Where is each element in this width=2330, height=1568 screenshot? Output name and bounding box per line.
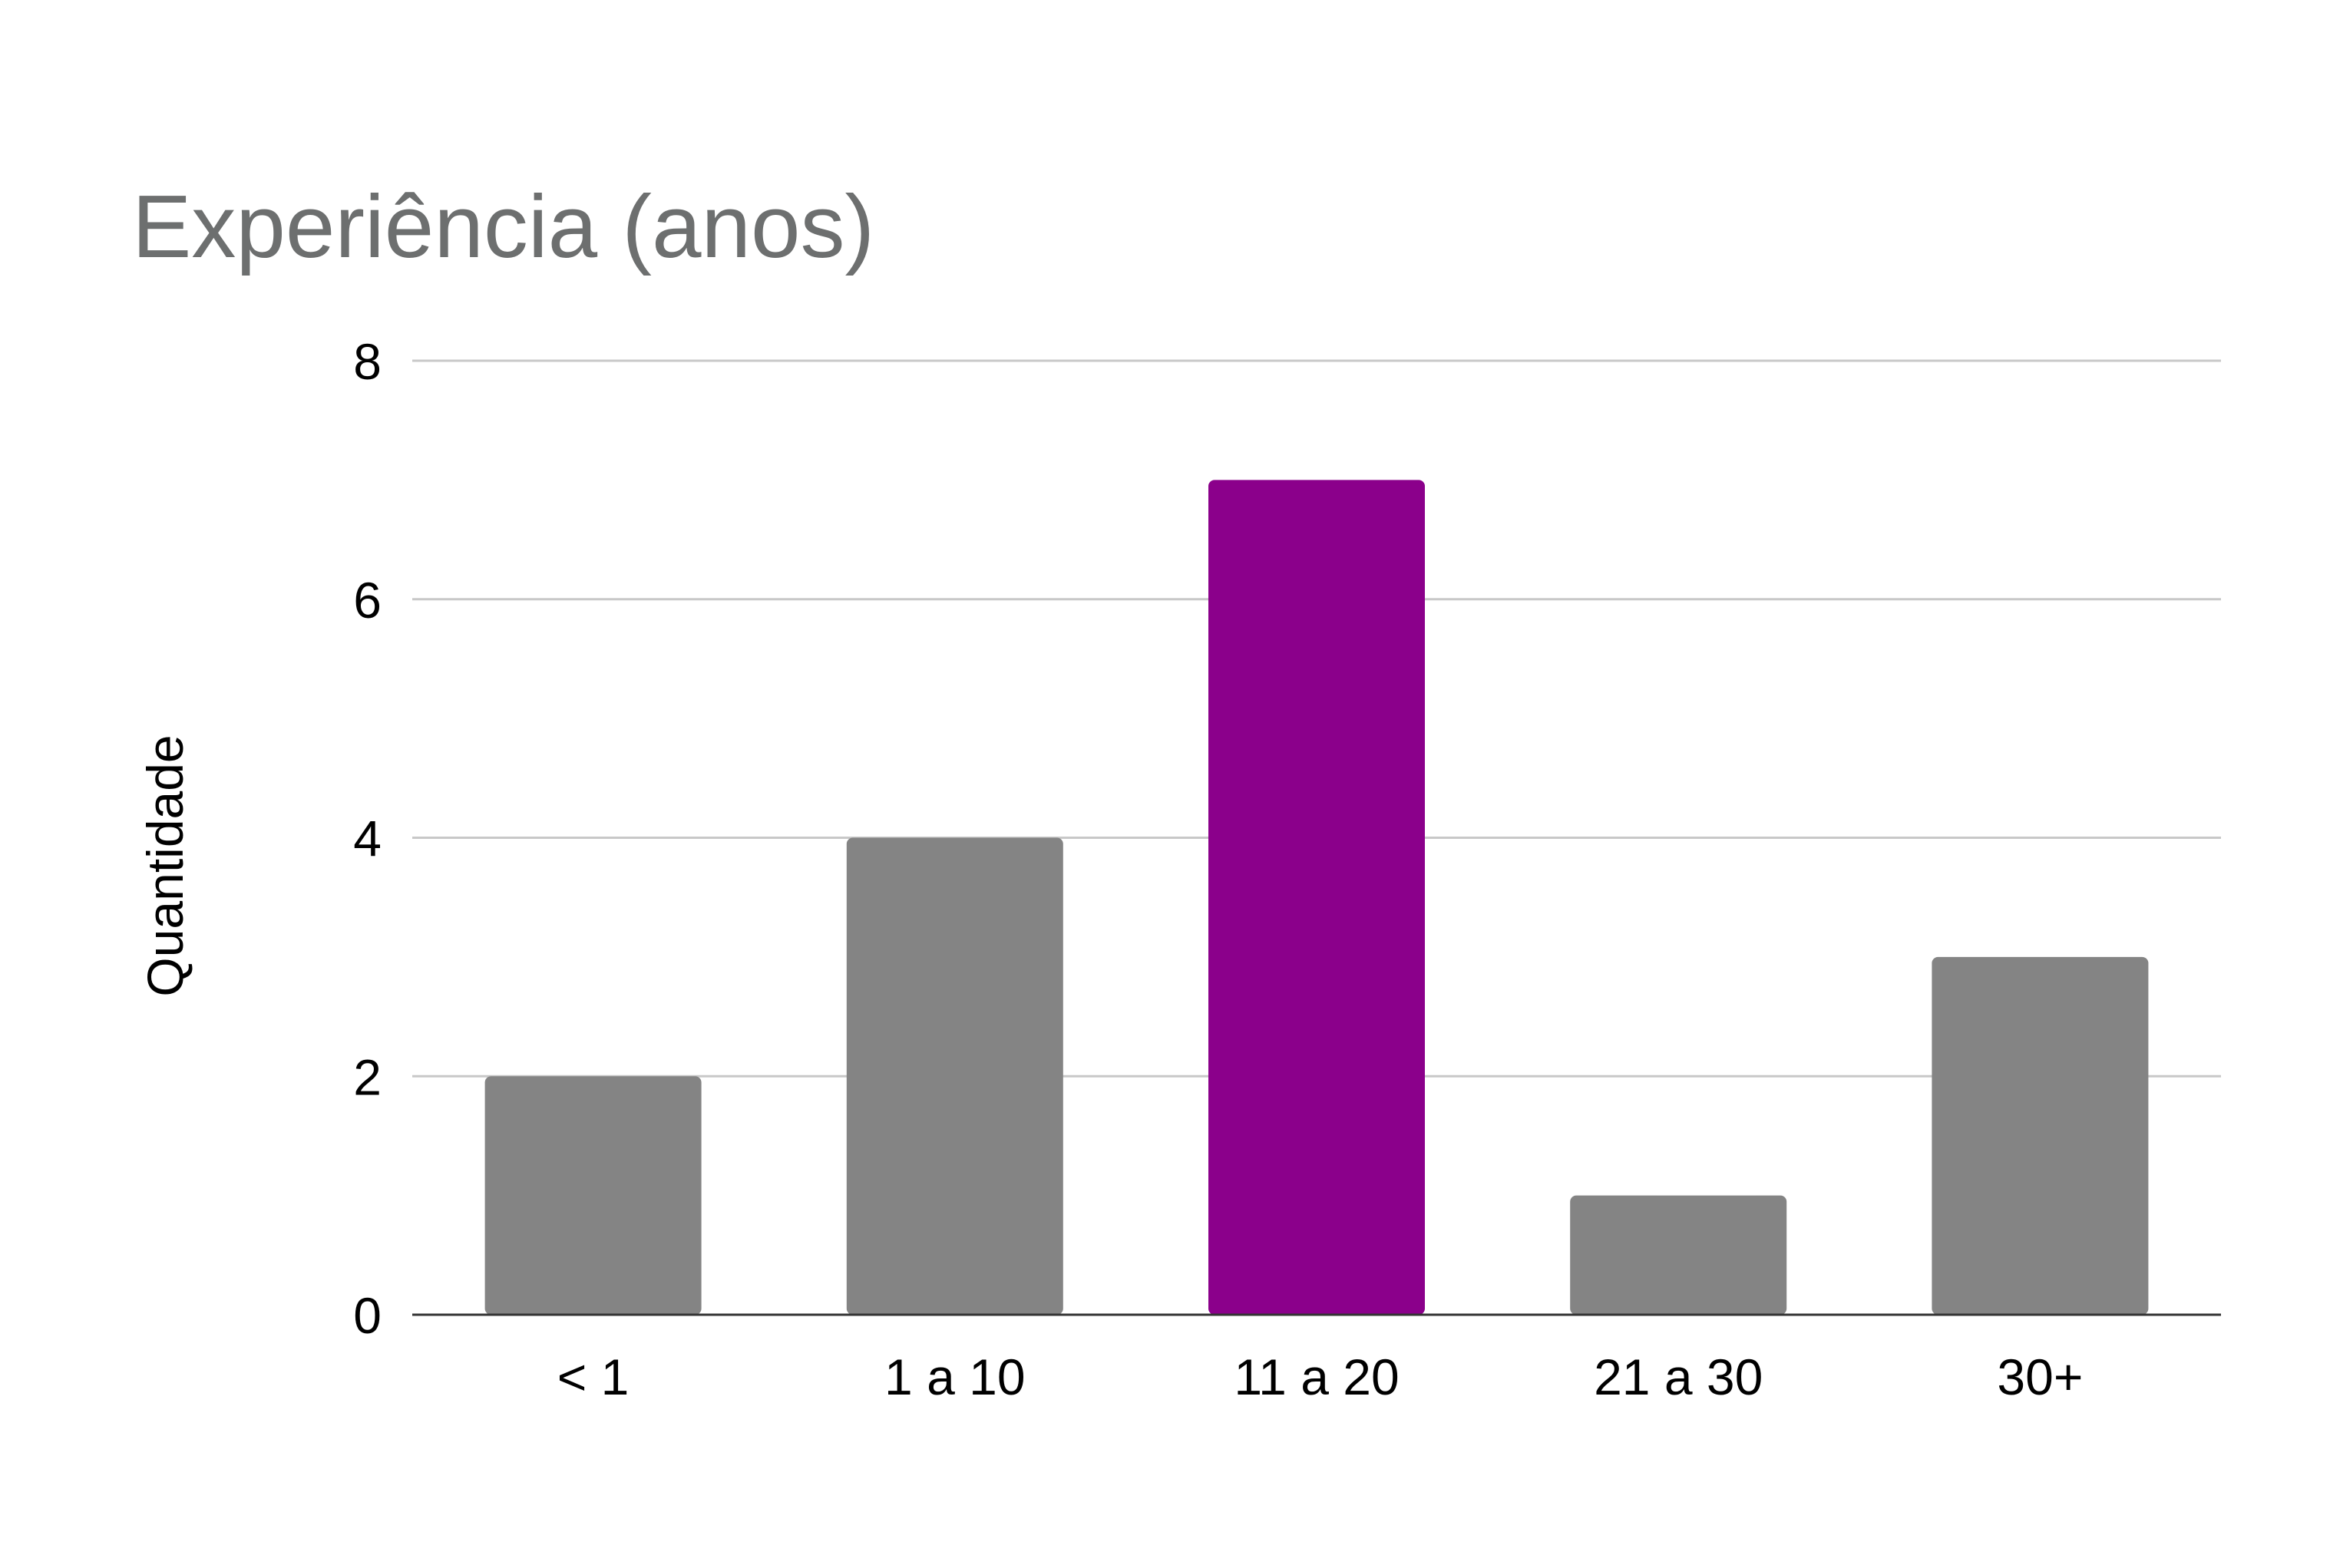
bars bbox=[484, 480, 2149, 1315]
bar bbox=[1932, 956, 2149, 1315]
y-tick-label: 4 bbox=[353, 810, 382, 867]
y-tick-label: 8 bbox=[353, 333, 382, 390]
y-axis-ticks: 0 2 4 6 8 bbox=[353, 333, 382, 1344]
x-axis-ticks: < 1 1 a 10 11 a 20 21 a 30 30+ bbox=[557, 1348, 2084, 1405]
bar bbox=[1208, 480, 1425, 1315]
bar bbox=[846, 837, 1063, 1315]
y-tick-label: 2 bbox=[353, 1048, 382, 1105]
x-tick-label: < 1 bbox=[557, 1348, 630, 1405]
bar bbox=[1570, 1195, 1787, 1315]
chart-title: Experiência (anos) bbox=[132, 177, 874, 276]
x-tick-label: 11 a 20 bbox=[1234, 1348, 1399, 1405]
y-tick-label: 0 bbox=[353, 1287, 382, 1344]
x-tick-label: 1 a 10 bbox=[884, 1348, 1026, 1405]
x-tick-label: 30+ bbox=[1997, 1348, 2083, 1405]
y-axis-label: Quantidade bbox=[137, 734, 193, 996]
y-tick-label: 6 bbox=[353, 572, 382, 629]
bar bbox=[484, 1076, 702, 1315]
x-tick-label: 21 a 30 bbox=[1594, 1348, 1763, 1405]
